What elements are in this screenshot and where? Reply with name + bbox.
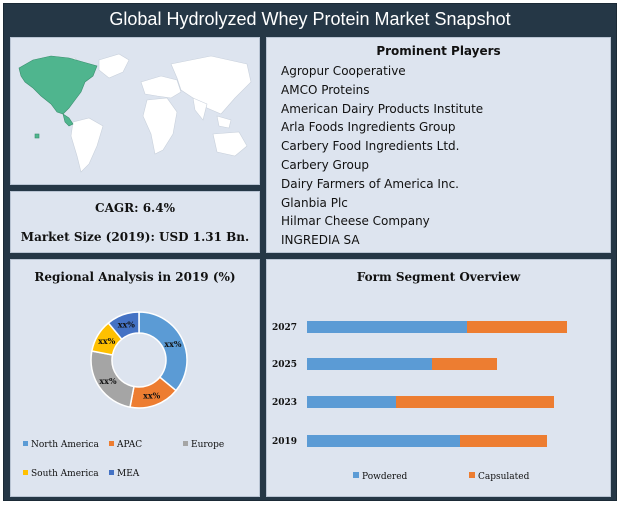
category-tick-label: 2027 [272,323,297,333]
players-list: Agropur Cooperative AMCO Proteins Americ… [281,62,483,250]
regional-donut-chart: xx%xx%xx%xx%xx%North America APAC EuropeSo… [23,311,224,479]
list-item: AMCO Proteins [281,82,370,97]
snapshot-frame: Global Hydrolyzed Whey Protein Market Sn… [3,3,617,501]
bar-segment [467,321,567,333]
category-tick-label: 2023 [272,398,297,408]
list-item: Hilmar Cheese Company [281,214,430,229]
list-item: Carbery Group [281,157,370,172]
list-item: Agropur Cooperative [281,64,406,78]
world-map-icon [18,53,252,173]
legend-label: APAC [116,440,142,450]
legend-label: MEA [117,469,140,479]
page-title: Global Hydrolyzed Whey Protein Market Sn… [109,9,511,29]
legend-label: South America [31,469,99,479]
legend-swatch [183,441,188,446]
list-item: Glanbia Plc [281,195,348,210]
cagr-text: CAGR: 6.4% [95,201,175,215]
legend-swatch [469,472,475,478]
donut-data-label: xx% [164,339,182,349]
legend-swatch [109,470,114,475]
bar-segment [307,321,467,333]
donut-data-label: xx% [98,336,116,346]
legend-swatch [23,470,28,475]
bar-segment [307,435,460,447]
players-panel: Prominent Players Agropur Cooperative AM… [266,37,611,253]
list-item: Dairy Farmers of America Inc. [281,176,459,191]
players-heading: Prominent Players [376,44,501,58]
list-item: Carbery Food Ingredients Ltd. [281,139,460,154]
list-item: INGREDIA SA [281,233,360,248]
category-tick-label: 2019 [272,437,297,447]
list-item: Arla Foods Ingredients Group [281,120,456,135]
donut-slice [138,311,188,392]
legend-swatch [353,472,359,478]
category-tick-label: 2025 [272,360,297,370]
donut-slice [107,311,140,341]
bar-segment [307,396,396,408]
form-chart-title: Form Segment Overview [356,270,521,284]
form-bar-chart: 2027 2025 2023 2019 Powdered Capsulated [272,321,567,482]
bar-segment [307,358,432,370]
donut-data-label: xx% [99,376,117,386]
regional-panel: Regional Analysis in 2019 (%) xx% xx% xx% x… [10,259,260,497]
market-size-text: Market Size (2019): USD 1.31 Bn. [20,230,250,244]
map-highlight-north-america [18,55,98,139]
map-panel [10,37,260,185]
stats-panel: CAGR: 6.4% Market Size (2019): USD 1.31 … [10,191,260,253]
bar-segment [396,396,554,408]
form-panel: Form Segment Overview 2027 2025 2023 2019 Po… [266,259,611,497]
legend-swatch [23,441,28,446]
legend-label: North America [31,440,99,450]
legend-swatch [109,441,114,446]
regional-chart-title: Regional Analysis in 2019 (%) [34,270,236,284]
legend-label: Powdered [362,472,408,482]
donut-data-label: xx% [118,320,136,330]
bar-segment [432,358,497,370]
legend-label: Capsulated [478,472,530,482]
donut-data-label: xx% [143,390,161,400]
legend-label: Europe [191,440,224,450]
bar-segment [460,435,547,447]
list-item: American Dairy Products Institute [281,101,484,116]
map-other-regions [64,53,252,173]
